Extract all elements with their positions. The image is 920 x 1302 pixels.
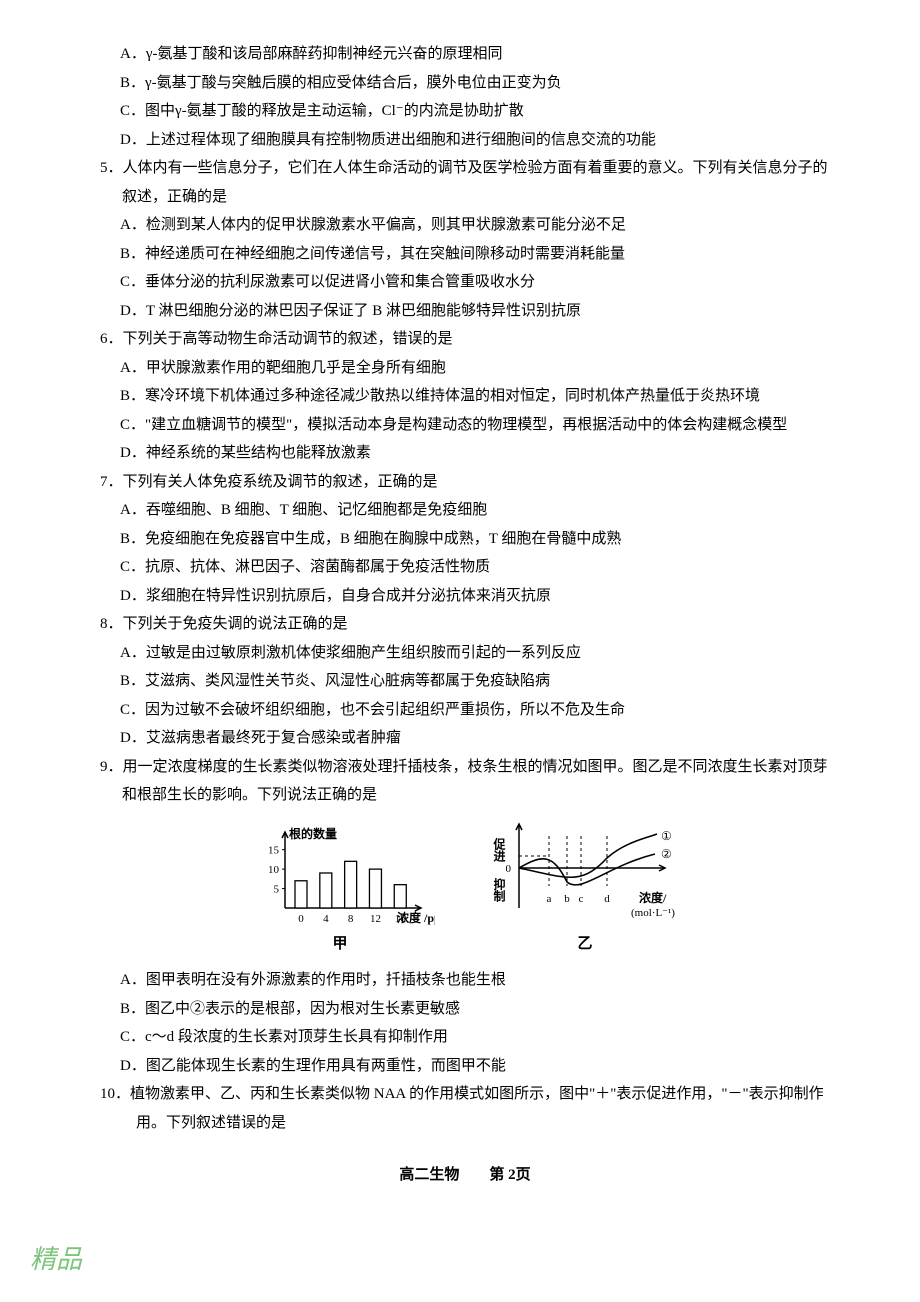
q9-option-b: B．图乙中②表示的是根部，因为根对生长素更敏感 (100, 995, 830, 1024)
svg-text:0: 0 (298, 913, 304, 925)
q7-option-a: A．吞噬细胞、B 细胞、T 细胞、记忆细胞都是免疫细胞 (100, 496, 830, 525)
svg-text:4: 4 (323, 913, 329, 925)
q9-option-a: A．图甲表明在没有外源激素的作用时，扦插枝条也能生根 (100, 966, 830, 995)
svg-text:15: 15 (268, 844, 280, 856)
q6-option-a: A．甲状腺激素作用的靶细胞几乎是全身所有细胞 (100, 354, 830, 383)
svg-text:浓度 /ppm: 浓度 /ppm (397, 910, 435, 925)
q4-option-c: C．图中γ-氨基丁酸的释放是主动运输，Cl⁻的内流是协助扩散 (100, 97, 830, 126)
q5-option-c: C．垂体分泌的抗利尿激素可以促进肾小管和集合管重吸收水分 (100, 268, 830, 297)
q4-option-b: B．γ-氨基丁酸与突触后膜的相应受体结合后，膜外电位由正变为负 (100, 69, 830, 98)
q7-option-c: C．抗原、抗体、淋巴因子、溶菌酶都属于免疫活性物质 (100, 553, 830, 582)
svg-text:10: 10 (268, 864, 280, 876)
q6-option-d: D．神经系统的某些结构也能释放激素 (100, 439, 830, 468)
q5-option-d: D．T 淋巴细胞分泌的淋巴因子保证了 B 淋巴细胞能够特异性识别抗原 (100, 297, 830, 326)
q7-option-b: B．免疫细胞在免疫器官中生成，B 细胞在胸腺中成熟，T 细胞在骨髓中成熟 (100, 525, 830, 554)
svg-text:a: a (547, 893, 552, 905)
charts-row: 51015根的数量0481216浓度 /ppm 甲 促进抑制0①②abcd浓度/… (100, 818, 830, 959)
svg-text:浓度/: 浓度/ (639, 890, 667, 905)
svg-text:(mol·L⁻¹): (mol·L⁻¹) (631, 907, 675, 919)
q4-option-d: D．上述过程体现了细胞膜具有控制物质进出细胞和进行细胞间的信息交流的功能 (100, 126, 830, 155)
q7-stem: 7．下列有关人体免疫系统及调节的叙述，正确的是 (100, 468, 830, 497)
q8-option-d: D．艾滋病患者最终死于复合感染或者肿瘤 (100, 724, 830, 753)
svg-text:b: b (564, 893, 570, 905)
curve-chart-block: 促进抑制0 ① ② abc d 浓度/ (mol·L⁻¹) 乙 (485, 818, 685, 959)
page-footer: 高二生物 第 2页 (100, 1161, 830, 1190)
q8-option-c: C．因为过敏不会破坏组织细胞，也不会引起组织严重损伤，所以不危及生命 (100, 696, 830, 725)
watermark: 精品 (30, 1235, 82, 1284)
svg-text:c: c (579, 893, 584, 905)
q5-option-a: A．检测到某人体内的促甲状腺激素水平偏高，则其甲状腺激素可能分泌不足 (100, 211, 830, 240)
curve-chart: 促进抑制0 ① ② abc d 浓度/ (mol·L⁻¹) (485, 818, 685, 928)
svg-text:促进: 促进 (492, 836, 506, 862)
svg-text:②: ② (661, 847, 672, 861)
q9-option-c: C．c～d 段浓度的生长素对顶芽生长具有抑制作用 (100, 1023, 830, 1052)
bar-chart-caption: 甲 (332, 930, 347, 959)
q6-option-c: C．"建立血糖调节的模型"，模拟活动本身是构建动态的物理模型，再根据活动中的体会… (100, 411, 830, 440)
svg-text:根的数量: 根的数量 (289, 826, 337, 841)
svg-text:8: 8 (348, 913, 354, 925)
q6-option-b: B．寒冷环境下机体通过多种途径减少散热以维持体温的相对恒定，同时机体产热量低于炎… (100, 382, 830, 411)
bar-chart: 51015根的数量0481216浓度 /ppm (245, 818, 435, 928)
q8-option-b: B．艾滋病、类风湿性关节炎、风湿性心脏病等都属于免疫缺陷病 (100, 667, 830, 696)
svg-text:0: 0 (506, 863, 512, 875)
svg-text:5: 5 (274, 883, 280, 895)
q5-stem: 5．人体内有一些信息分子，它们在人体生命活动的调节及医学检验方面有着重要的意义。… (100, 154, 830, 211)
q10-stem: 10．植物激素甲、乙、丙和生长素类似物 NAA 的作用模式如图所示，图中"＋"表… (100, 1080, 830, 1137)
q4-option-a: A．γ-氨基丁酸和该局部麻醉药抑制神经元兴奋的原理相同 (100, 40, 830, 69)
q8-stem: 8．下列关于免疫失调的说法正确的是 (100, 610, 830, 639)
svg-text:d: d (604, 893, 610, 905)
q7-option-d: D．浆细胞在特异性识别抗原后，自身合成并分泌抗体来消灭抗原 (100, 582, 830, 611)
bar-chart-block: 51015根的数量0481216浓度 /ppm 甲 (245, 818, 435, 959)
q6-stem: 6．下列关于高等动物生命活动调节的叙述，错误的是 (100, 325, 830, 354)
q9-option-d: D．图乙能体现生长素的生理作用具有两重性，而图甲不能 (100, 1052, 830, 1081)
svg-text:抑制: 抑制 (492, 876, 506, 902)
q8-option-a: A．过敏是由过敏原刺激机体使浆细胞产生组织胺而引起的一系列反应 (100, 639, 830, 668)
q9-stem: 9．用一定浓度梯度的生长素类似物溶液处理扦插枝条，枝条生根的情况如图甲。图乙是不… (100, 753, 830, 810)
curve-chart-caption: 乙 (577, 930, 592, 959)
svg-text:12: 12 (370, 913, 381, 925)
q5-option-b: B．神经递质可在神经细胞之间传递信号，其在突触间隙移动时需要消耗能量 (100, 240, 830, 269)
svg-text:①: ① (661, 829, 672, 843)
